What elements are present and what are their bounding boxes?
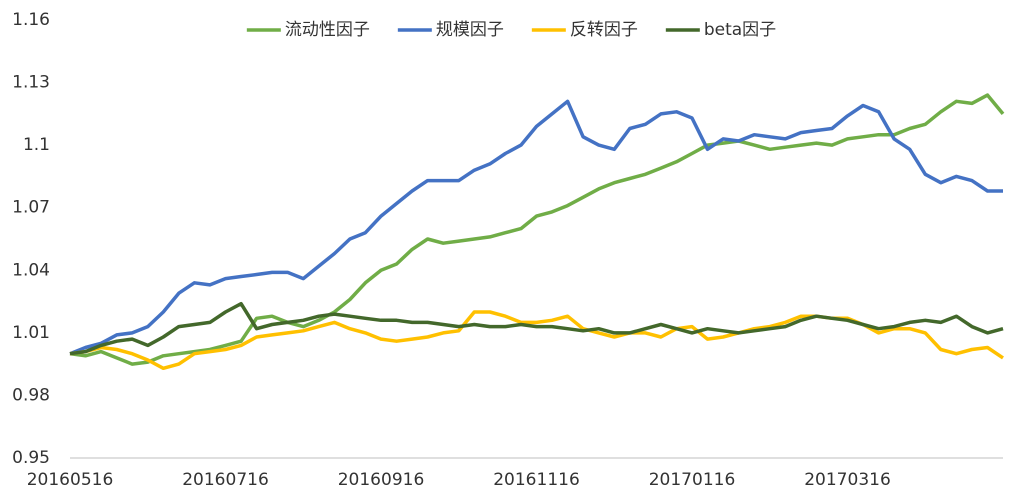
y-tick-label: 0.95 xyxy=(12,448,50,468)
y-tick-label: 0.98 xyxy=(12,385,50,405)
x-tick-label: 20160516 xyxy=(27,470,114,490)
x-tick-label: 20160716 xyxy=(182,470,269,490)
series-line xyxy=(69,93,1005,366)
y-tick-label: 1.1 xyxy=(23,135,50,155)
series-line xyxy=(69,310,1004,371)
legend-label: 流动性因子 xyxy=(285,20,370,40)
y-tick-label: 1.04 xyxy=(12,260,50,280)
series-line xyxy=(69,99,1003,356)
x-tick-label: 20170116 xyxy=(649,470,736,490)
legend-label: 反转因子 xyxy=(570,20,638,40)
legend-label: beta因子 xyxy=(704,20,776,40)
y-tick-label: 1.07 xyxy=(12,198,50,218)
y-tick-label: 1.13 xyxy=(12,73,50,93)
legend-label: 规模因子 xyxy=(436,20,504,40)
x-tick-label: 20161116 xyxy=(493,470,580,490)
series-line xyxy=(69,301,1004,356)
y-tick-label: 1.16 xyxy=(12,10,50,30)
y-tick-label: 1.01 xyxy=(12,323,50,343)
x-tick-label: 20160916 xyxy=(338,470,425,490)
x-tick-label: 20170316 xyxy=(804,470,891,490)
